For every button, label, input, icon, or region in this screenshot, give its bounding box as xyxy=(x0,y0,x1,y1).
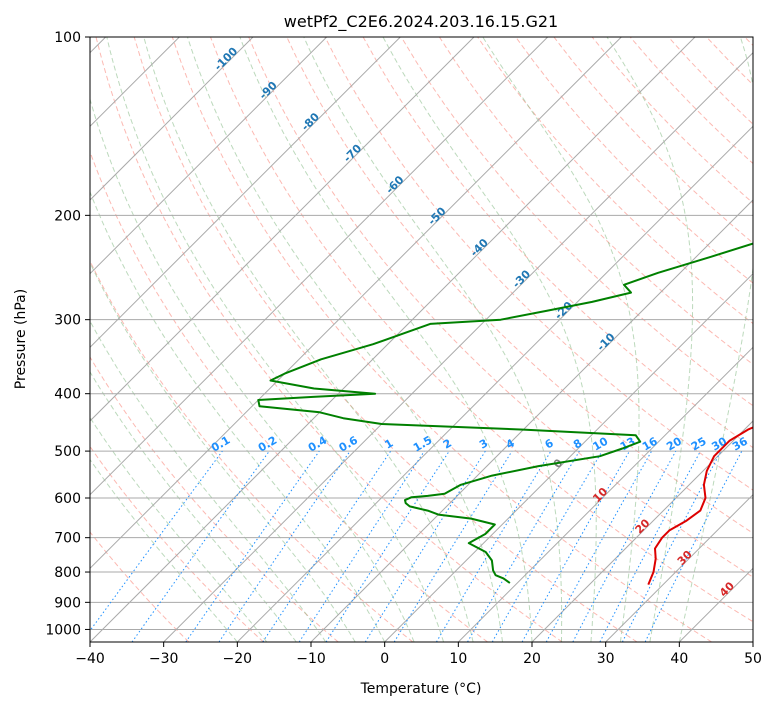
moist-adiabat xyxy=(303,37,563,642)
moist-adiabat xyxy=(90,97,415,642)
isotherm-line xyxy=(90,37,549,496)
isotherm-line xyxy=(384,272,753,642)
isotherm-line xyxy=(90,37,401,349)
x-tick-label: 10 xyxy=(449,651,467,667)
x-tick-label: −10 xyxy=(296,651,326,667)
y-tick-label: 200 xyxy=(54,208,81,224)
moist-adiabat xyxy=(106,37,445,642)
y-axis: 100 200 300 400 500 600 700 800 900 1000 xyxy=(45,30,90,638)
moist-adiabat xyxy=(606,37,694,642)
x-tick-label: −30 xyxy=(149,651,179,667)
dry-adiabat xyxy=(90,150,488,642)
y-tick-label: 100 xyxy=(54,30,81,46)
mixing-ratio-line xyxy=(393,450,513,642)
moist-adiabat xyxy=(90,190,386,642)
y-tick-label: 600 xyxy=(54,491,81,507)
x-tick-label: 30 xyxy=(597,651,615,667)
plot-frame xyxy=(89,36,754,643)
isotherm-line xyxy=(90,37,328,275)
moist-adiabat xyxy=(143,37,474,642)
data-series xyxy=(257,242,753,585)
mixing-ratio-line xyxy=(131,450,270,642)
mixing-ratio-line xyxy=(545,450,653,642)
y-tick-label: 900 xyxy=(54,595,81,611)
mixing-ratio-line xyxy=(572,450,677,642)
dry-adiabat xyxy=(324,37,753,491)
dry-adiabat xyxy=(90,356,339,642)
temperature-profile-line xyxy=(647,426,753,585)
moist-adiabat xyxy=(90,261,356,642)
moist-adiabat xyxy=(90,458,238,642)
isotherm-line xyxy=(457,346,753,642)
dry-adiabat xyxy=(133,37,638,642)
y-tick-label: 800 xyxy=(54,565,81,581)
dry-adiabat xyxy=(90,531,190,642)
dry-adiabat xyxy=(171,37,712,642)
isotherm-line xyxy=(90,37,696,642)
mixing-ratio-line xyxy=(185,450,320,642)
y-tick-label: 300 xyxy=(54,313,81,329)
isotherm-line xyxy=(605,493,753,642)
x-axis-label: Temperature (°C) xyxy=(360,681,482,697)
dry-adiabat xyxy=(90,445,264,642)
isotherm-line xyxy=(90,37,475,422)
mixing-ratio-line xyxy=(262,450,392,642)
chart-title: wetPf2_C2E6.2024.203.16.15.G21 xyxy=(284,12,558,32)
mixing-ratio-line xyxy=(298,450,425,642)
x-tick-label: 40 xyxy=(670,651,688,667)
moist-adiabat xyxy=(90,416,268,642)
dry-adiabat xyxy=(248,37,753,578)
x-tick-label: 50 xyxy=(744,651,762,667)
y-tick-label: 500 xyxy=(54,444,81,460)
isotherm-line xyxy=(236,125,753,642)
moist-adiabat xyxy=(678,37,753,642)
y-tick-label: 1000 xyxy=(45,622,81,638)
mixing-ratio-line xyxy=(218,450,351,642)
moist-adiabat xyxy=(239,37,533,642)
dry-adiabat xyxy=(438,37,753,366)
y-axis-label: Pressure (hPa) xyxy=(13,289,29,389)
isotherm-line xyxy=(310,199,753,642)
x-tick-label: 0 xyxy=(380,651,389,667)
x-tick-label: −20 xyxy=(223,651,253,667)
isotherm-line xyxy=(531,420,753,642)
moist-adiabat xyxy=(382,37,597,642)
x-axis: −40 −30 −20 −10 0 10 20 30 40 50 xyxy=(75,642,762,667)
isotherm-line xyxy=(90,37,254,201)
moist-adiabat xyxy=(482,37,640,642)
y-tick-label: 400 xyxy=(54,387,81,403)
mixing-ratio-line xyxy=(90,450,223,632)
dry-adiabat xyxy=(95,37,563,642)
dry-adiabat xyxy=(400,37,753,407)
isotherm-line xyxy=(90,37,622,570)
mixing-ratio-line xyxy=(325,450,450,642)
x-tick-label: −40 xyxy=(75,651,105,667)
x-tick-label: 20 xyxy=(523,651,541,667)
dry-adiabat xyxy=(515,37,753,284)
dry-adiabat xyxy=(210,37,753,623)
dewpoint-profile-line xyxy=(257,242,753,584)
background-lines xyxy=(90,37,753,642)
mixing-ratio-line xyxy=(644,450,743,642)
mixing-ratio-line xyxy=(521,450,630,642)
isotherm-line xyxy=(163,51,753,642)
y-tick-label: 700 xyxy=(54,531,81,547)
